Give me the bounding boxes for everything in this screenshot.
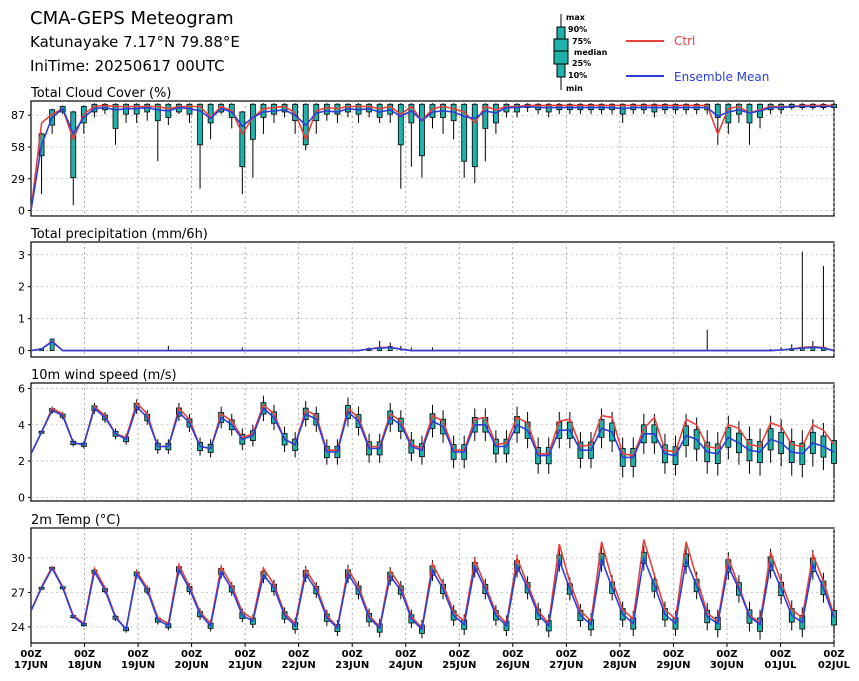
y-tick-label: 2 bbox=[18, 281, 25, 294]
panel-title: 2m Temp (°C) bbox=[31, 513, 121, 528]
panel-frame bbox=[30, 241, 835, 358]
panel-frame bbox=[30, 382, 835, 502]
legend-min-label: min bbox=[566, 84, 583, 93]
box bbox=[419, 103, 425, 157]
x-date-label: 29JUN bbox=[656, 660, 690, 671]
legend-p10-label: 10% bbox=[568, 71, 587, 80]
y-tick-label: 6 bbox=[18, 382, 25, 395]
box bbox=[397, 103, 404, 146]
x-hour-label: 00Z bbox=[181, 649, 202, 660]
x-date-label: 22JUN bbox=[282, 660, 316, 671]
ensemble-mean-line bbox=[30, 340, 835, 352]
y-tick-label: 0 bbox=[18, 205, 25, 218]
x-date-label: 20JUN bbox=[175, 660, 209, 671]
x-hour-label: 00Z bbox=[235, 649, 256, 660]
y-tick-label: 87 bbox=[11, 109, 25, 122]
x-hour-label: 00Z bbox=[288, 649, 309, 660]
box bbox=[323, 103, 330, 115]
panel-title: 10m wind speed (m/s) bbox=[31, 368, 177, 383]
ensemble-mean-line bbox=[30, 405, 835, 459]
legend-ctrl-label: Ctrl bbox=[674, 34, 695, 48]
box bbox=[249, 103, 256, 140]
legend-max-label: max bbox=[566, 13, 586, 22]
x-date-label: 24JUN bbox=[389, 660, 423, 671]
x-hour-label: 00Z bbox=[449, 649, 470, 660]
x-date-label: 17JUN bbox=[14, 660, 48, 671]
panel-title: Total precipitation (mm/6h) bbox=[30, 227, 208, 242]
x-date-label: 25JUN bbox=[442, 660, 476, 671]
box bbox=[154, 103, 161, 122]
panel-2: Total precipitation (mm/6h) 0 1 2 3 bbox=[18, 227, 835, 358]
location-label: Katunayake 7.17°N 79.88°E bbox=[30, 33, 240, 51]
box bbox=[461, 103, 468, 162]
panel-4: 2m Temp (°C) 24 27 30 bbox=[11, 513, 837, 644]
y-tick-label: 3 bbox=[18, 249, 25, 262]
ensemble-mean-line bbox=[30, 105, 834, 211]
x-hour-label: 00Z bbox=[395, 649, 416, 660]
x-hour-label: 00Z bbox=[74, 649, 95, 660]
x-hour-label: 00Z bbox=[342, 649, 363, 660]
y-tick-label: 0 bbox=[18, 491, 25, 504]
box bbox=[207, 103, 214, 124]
y-tick-label: 30 bbox=[11, 552, 25, 565]
y-tick-label: 24 bbox=[11, 621, 25, 634]
box bbox=[112, 103, 119, 129]
x-date-label: 21JUN bbox=[228, 660, 262, 671]
x-date-label: 02JUL bbox=[818, 660, 851, 671]
x-date-label: 27JUN bbox=[549, 660, 583, 671]
precip-box bbox=[49, 338, 55, 351]
legend-p90-label: 90% bbox=[568, 25, 587, 34]
box bbox=[239, 111, 246, 168]
x-hour-label: 00Z bbox=[502, 649, 523, 660]
x-hour-label: 00Z bbox=[716, 649, 737, 660]
x-hour-label: 00Z bbox=[556, 649, 577, 660]
legend-mean-label: Ensemble Mean bbox=[674, 70, 769, 84]
x-hour-label: 00Z bbox=[20, 649, 41, 660]
x-hour-label: 00Z bbox=[609, 649, 630, 660]
panel-title: Total Cloud Cover (%) bbox=[30, 86, 171, 101]
box bbox=[471, 103, 478, 168]
x-date-label: 28JUN bbox=[603, 660, 637, 671]
x-date-label: 01JUL bbox=[764, 660, 797, 671]
x-hour-label: 00Z bbox=[663, 649, 684, 660]
chart-title: CMA-GEPS Meteogram bbox=[30, 8, 234, 29]
initime-label: IniTime: 20250617 00UTC bbox=[30, 57, 225, 75]
panel-1: Total Cloud Cover (%) 0 29 58 87 bbox=[11, 86, 837, 218]
panel-3: 10m wind speed (m/s) 0 2 4 6 bbox=[18, 368, 837, 504]
box bbox=[197, 103, 203, 146]
y-tick-label: 4 bbox=[18, 419, 25, 432]
box bbox=[482, 103, 489, 129]
y-tick-label: 1 bbox=[18, 313, 25, 326]
legend-p25-label: 25% bbox=[572, 59, 591, 68]
y-tick-label: 58 bbox=[11, 141, 25, 154]
x-date-label: 30JUN bbox=[710, 660, 744, 671]
box bbox=[271, 103, 277, 115]
time-axis: 00Z17JUN00Z18JUN00Z19JUN00Z20JUN00Z21JUN… bbox=[14, 643, 851, 671]
y-tick-label: 2 bbox=[18, 455, 25, 468]
ctrl-line bbox=[30, 539, 835, 632]
legend: max 90% 75% median 25% 10% min Ctrl Ense… bbox=[553, 13, 769, 93]
y-tick-label: 27 bbox=[11, 586, 25, 599]
x-date-label: 26JUN bbox=[496, 660, 530, 671]
y-tick-label: 0 bbox=[18, 345, 25, 358]
y-tick-label: 29 bbox=[11, 173, 25, 186]
legend-median-label: median bbox=[574, 48, 608, 57]
ensemble-mean-line bbox=[30, 554, 835, 631]
box bbox=[714, 103, 721, 118]
box bbox=[70, 111, 77, 179]
panels: Total Cloud Cover (%) 0 29 58 87 Total precip… bbox=[11, 86, 837, 644]
x-hour-label: 00Z bbox=[770, 649, 791, 660]
panel-frame bbox=[30, 527, 835, 644]
legend-boxplot-icon bbox=[553, 14, 569, 90]
ctrl-line bbox=[30, 104, 834, 211]
legend-p75-label: 75% bbox=[572, 37, 591, 46]
x-date-label: 19JUN bbox=[121, 660, 155, 671]
x-date-label: 18JUN bbox=[67, 660, 101, 671]
x-hour-label: 00Z bbox=[127, 649, 148, 660]
x-hour-label: 00Z bbox=[823, 649, 844, 660]
x-date-label: 23JUN bbox=[335, 660, 369, 671]
